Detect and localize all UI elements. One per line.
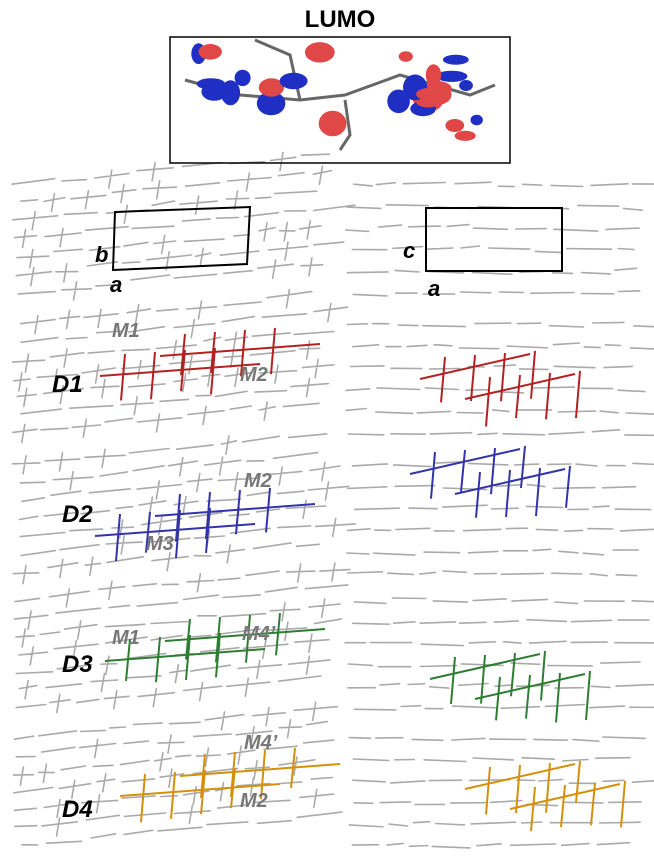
molecular-packing <box>349 737 654 848</box>
title: LUMO <box>305 6 376 33</box>
orbital-lobe <box>471 115 483 126</box>
lumo-orbitals <box>185 40 495 150</box>
dimer-label: D3 <box>62 651 93 678</box>
dimer-label: D2 <box>62 501 93 528</box>
molecule-label: M2 <box>240 364 268 386</box>
figure: LUMO b a c a D1 M1 M2 D2 M2 M3 D3 M1 M4’… <box>0 0 654 867</box>
molecule-label: M2 <box>240 790 268 812</box>
dimer-label: D1 <box>52 371 83 398</box>
orbital-lobe <box>199 44 222 60</box>
molecule-label: M4’ <box>244 732 278 754</box>
orbital-lobe <box>399 51 413 62</box>
molecule-label: M1 <box>112 627 140 649</box>
orbital-lobe <box>455 131 476 141</box>
molecular-packing <box>14 563 350 712</box>
highlighted-dimer <box>120 748 340 822</box>
orbital-lobe <box>426 64 441 85</box>
molecular-packing <box>347 462 654 576</box>
axis-label: c <box>403 238 415 263</box>
highlighted-dimer <box>465 761 625 831</box>
axis-label: a <box>428 276 440 301</box>
molecule-label: M1 <box>112 320 140 342</box>
axis-label: a <box>110 272 122 297</box>
dimer-label: D4 <box>62 796 93 823</box>
molecular-packing <box>346 322 654 435</box>
orbital-lobe <box>305 42 335 62</box>
axis-label: b <box>95 242 108 267</box>
molecular-packing <box>346 182 654 296</box>
molecule-label: M4’ <box>242 623 276 645</box>
molecular-packing <box>13 290 348 443</box>
highlighted-dimer <box>430 651 590 722</box>
orbital-lobe <box>443 55 469 65</box>
unit-cell-left <box>113 207 250 270</box>
orbital-lobe <box>445 119 464 132</box>
molecule-label: M3 <box>146 533 174 555</box>
orbital-lobe <box>235 70 251 86</box>
orbital-lobe <box>416 88 447 101</box>
orbital-lobe <box>319 111 347 137</box>
unit-cell-right <box>426 208 562 271</box>
orbital-lobe <box>459 80 473 91</box>
highlighted-dimer <box>95 488 315 561</box>
molecule-label: M2 <box>244 470 272 492</box>
orbital-lobe <box>201 83 227 101</box>
orbital-lobe <box>280 73 308 89</box>
molecular-packing <box>12 153 355 300</box>
orbital-lobe <box>387 90 410 114</box>
